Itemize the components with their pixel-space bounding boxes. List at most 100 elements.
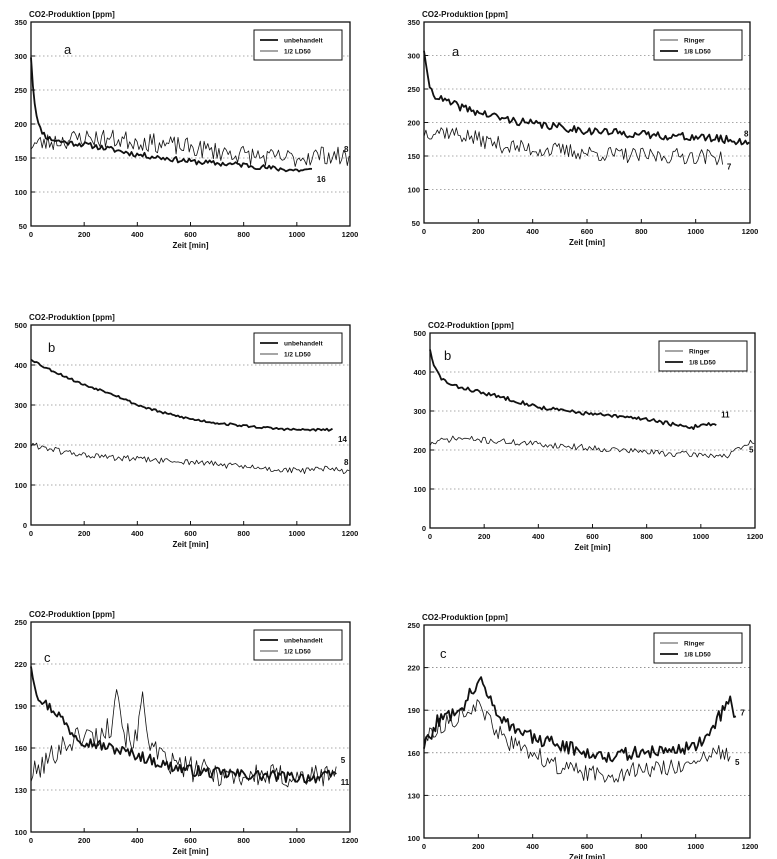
legend-entry: 1/8 LD50 [684,49,711,56]
x-tick-label: 1200 [742,842,759,851]
legend-entry: Ringer [684,641,705,648]
series-line-0 [30,666,337,784]
y-tick-label: 300 [14,52,27,61]
legend-box [253,29,343,61]
x-tick-label: 200 [472,842,485,851]
y-tick-label: 50 [19,222,27,231]
y-axis-title: CO2-Produktion [ppm] [29,313,115,322]
chart-right-a: 50 100 150 200 250 300 350 0 200 400 600 800 1000 120… [407,10,758,247]
chart-right-c: 100 130 160 190 220 250 0 200 400 600 800 1000 1200 C… [407,613,758,859]
y-tick-label: 100 [407,186,420,195]
y-tick-label: 250 [407,621,420,630]
x-axis-title: Zeit [min] [569,853,605,859]
y-tick-label: 0 [23,521,27,530]
panel-letter: b [48,340,55,355]
legend-box [253,629,343,661]
x-tick-label: 1200 [342,836,359,845]
y-tick-label: 150 [14,154,27,163]
series-line-1 [429,349,717,431]
x-tick-label: 800 [237,836,250,845]
legend-entry: 1/2 LD50 [284,49,311,56]
x-tick-label: 400 [532,532,545,541]
y-tick-label: 300 [14,401,27,410]
x-tick-label: 600 [184,529,197,538]
series-line-0 [423,127,723,166]
x-axis-title: Zeit [min] [569,238,605,247]
chart-right-b: 0 100 200 300 400 500 0 200 400 600 800 1000 1200 CO2… [413,321,763,552]
y-tick-label: 190 [407,706,420,715]
legend-entry: unbehandelt [284,341,323,348]
series-line-1 [30,442,350,475]
y-tick-label: 150 [407,152,420,161]
legend-entry: 1/8 LD50 [684,652,711,659]
x-tick-label: 1000 [288,230,305,239]
legend-box [658,340,748,372]
x-tick-label: 800 [237,529,250,538]
series-line-0 [30,358,333,432]
y-tick-label: 350 [407,18,420,27]
x-tick-label: 1000 [687,227,704,236]
x-tick-label: 800 [635,227,648,236]
legend-entry: unbehandelt [284,38,323,45]
y-tick-label: 190 [14,702,27,711]
legend-entry: Ringer [684,38,705,45]
y-tick-label: 100 [14,188,27,197]
series-line-0 [30,57,313,173]
y-axis-title: CO2-Produktion [ppm] [29,610,115,619]
series-end-label: 5 [749,445,754,454]
legend-entry: unbehandelt [284,638,323,645]
legend-entry: 1/8 LD50 [689,360,716,367]
y-tick-label: 200 [413,446,426,455]
y-tick-label: 250 [14,618,27,627]
legend-entry: 1/2 LD50 [284,352,311,359]
y-tick-label: 350 [14,18,27,27]
y-tick-label: 500 [413,329,426,338]
y-tick-label: 100 [413,485,426,494]
series-end-label: 5 [341,756,346,765]
legend: Ringer 1/8 LD50 [653,29,743,61]
x-axis-title: Zeit [min] [173,847,209,856]
panel-letter: c [44,650,51,665]
chart-left-b: 0 100 200 300 400 500 0 200 400 600 800 1000 1200 CO2… [14,313,358,549]
legend-box [653,632,743,664]
y-tick-label: 200 [14,120,27,129]
y-tick-label: 220 [14,660,27,669]
legend-entry: Ringer [689,349,710,356]
x-tick-label: 600 [184,230,197,239]
y-tick-label: 160 [14,744,27,753]
x-tick-label: 600 [581,227,594,236]
panel-letter: a [452,44,460,59]
x-tick-label: 200 [78,230,91,239]
x-tick-label: 0 [428,532,432,541]
x-tick-label: 400 [526,842,539,851]
chart-left-c: 100 130 160 190 220 250 0 200 400 600 800 1000 1200 C… [14,610,358,856]
x-tick-label: 800 [635,842,648,851]
series-end-label: 5 [735,758,740,767]
x-tick-label: 0 [422,842,426,851]
y-tick-label: 250 [407,85,420,94]
x-tick-label: 200 [78,836,91,845]
y-tick-label: 500 [14,321,27,330]
x-tick-label: 1200 [742,227,759,236]
series-end-label: 7 [727,162,732,171]
y-tick-label: 130 [14,786,27,795]
y-tick-label: 100 [407,834,420,843]
x-tick-label: 400 [131,836,144,845]
series-end-label: 11 [721,410,730,419]
legend-box [653,29,743,61]
series-line-1 [30,129,350,167]
x-tick-label: 1000 [692,532,709,541]
y-tick-label: 100 [14,828,27,837]
x-tick-label: 1200 [342,529,359,538]
panel-letter: a [64,42,72,57]
y-tick-label: 100 [14,481,27,490]
x-tick-label: 800 [237,230,250,239]
series-end-label: 8 [744,130,749,139]
x-tick-label: 600 [581,842,594,851]
y-tick-label: 200 [14,441,27,450]
series-line-1 [423,676,737,763]
x-tick-label: 200 [472,227,485,236]
y-tick-label: 300 [407,52,420,61]
y-tick-label: 250 [14,86,27,95]
